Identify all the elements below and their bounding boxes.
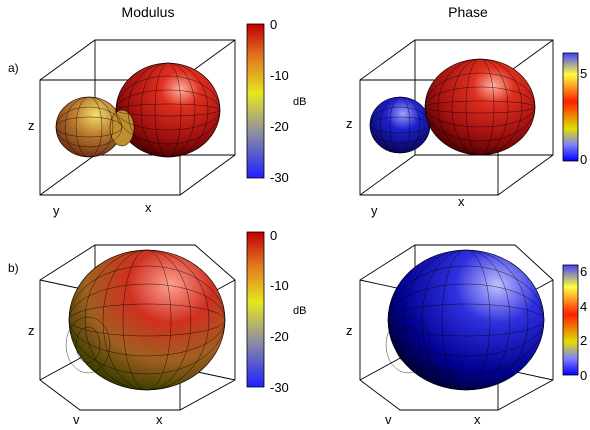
- colorbar-tick: 2: [580, 333, 587, 348]
- colorbar: 0 -10 -20 -30 dB: [246, 228, 306, 395]
- panel-a-phase: z y x 5 0: [346, 39, 587, 218]
- colorbar-gradient: [246, 23, 265, 179]
- large-lobe: [424, 58, 536, 156]
- colorbar-tick: 0: [270, 17, 277, 32]
- colorbar-tick: 4: [580, 299, 587, 314]
- title-modulus: Modulus: [122, 4, 175, 20]
- large-lobe: [115, 62, 221, 158]
- z-label: z: [28, 118, 35, 133]
- colorbar-tick: -10: [270, 278, 289, 293]
- surface-lobes: [369, 58, 536, 156]
- y-label: v: [385, 412, 392, 427]
- panel-b-phase: z v x 6 4 2 0: [346, 244, 587, 427]
- colorbar-tick: -30: [270, 170, 289, 185]
- colorbar-tick: -20: [270, 119, 289, 134]
- large-lobe: [387, 249, 545, 391]
- x-label: x: [458, 194, 465, 209]
- x-label: x: [156, 412, 163, 427]
- row-label-b: b): [8, 261, 19, 275]
- colorbar-tick: -10: [270, 68, 289, 83]
- large-lobe: [68, 249, 226, 391]
- colorbar-gradient: [562, 264, 579, 376]
- y-label: y: [371, 203, 378, 218]
- x-label: x: [474, 412, 481, 427]
- colorbar: 6 4 2 0: [562, 264, 587, 383]
- colorbar: 0 -10 -20 -30 dB: [246, 17, 306, 185]
- small-lobe: [369, 96, 431, 154]
- y-label: v: [73, 412, 80, 427]
- x-label: x: [145, 200, 152, 215]
- colorbar-tick: 0: [270, 228, 277, 243]
- colorbar-gradient: [562, 52, 579, 162]
- panel-b-modulus: z v x 0 -10 -20 -30 dB: [28, 228, 306, 427]
- surface-lobes: [55, 62, 221, 158]
- z-label: z: [346, 116, 353, 131]
- colorbar-tick: -20: [270, 329, 289, 344]
- colorbar-tick: 0: [580, 152, 587, 167]
- colorbar-gradient: [246, 231, 265, 388]
- surface-lobe: [65, 249, 226, 391]
- colorbar: 5 0: [562, 52, 587, 167]
- row-label-a: a): [8, 61, 19, 75]
- surface-lobe: [385, 249, 545, 391]
- colorbar-unit: dB: [293, 96, 306, 108]
- z-label: z: [346, 323, 353, 338]
- z-label: z: [28, 323, 35, 338]
- colorbar-tick: -30: [270, 380, 289, 395]
- title-phase: Phase: [448, 4, 488, 20]
- colorbar-unit: dB: [293, 305, 306, 317]
- colorbar-tick: 0: [580, 368, 587, 383]
- y-label: y: [53, 203, 60, 218]
- colorbar-tick: 5: [580, 66, 587, 81]
- panel-a-modulus: z y x 0 -10 -20 -30 dB: [28, 17, 306, 218]
- colorbar-tick: 6: [580, 264, 587, 279]
